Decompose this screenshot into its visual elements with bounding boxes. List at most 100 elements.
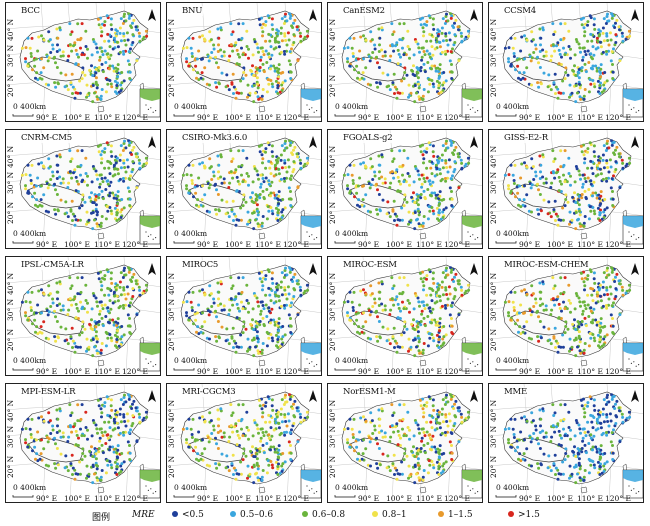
station-point bbox=[457, 186, 461, 190]
station-point bbox=[96, 144, 100, 148]
station-point bbox=[230, 414, 234, 417]
station-point bbox=[408, 310, 411, 314]
station-point bbox=[406, 410, 410, 414]
station-point bbox=[402, 22, 406, 26]
station-point bbox=[401, 36, 405, 40]
station-point bbox=[280, 398, 284, 402]
station-point bbox=[299, 39, 303, 43]
lat-label: 30° N bbox=[6, 298, 15, 321]
station-point bbox=[269, 333, 273, 336]
station-point bbox=[409, 218, 413, 222]
station-point bbox=[64, 327, 68, 331]
station-point bbox=[441, 420, 445, 424]
station-point bbox=[416, 423, 420, 427]
station-point bbox=[380, 429, 384, 433]
station-point bbox=[583, 342, 587, 345]
station-point bbox=[94, 169, 98, 173]
station-point bbox=[517, 76, 520, 80]
station-point bbox=[517, 184, 521, 188]
station-point bbox=[240, 427, 243, 431]
station-point bbox=[279, 26, 283, 30]
station-point bbox=[264, 277, 267, 281]
station-point bbox=[605, 52, 609, 56]
scale-bar bbox=[12, 241, 34, 244]
station-point bbox=[234, 350, 238, 354]
station-point bbox=[279, 158, 283, 162]
station-point bbox=[120, 71, 124, 74]
station-point bbox=[289, 70, 293, 74]
station-point bbox=[247, 183, 250, 187]
station-point bbox=[286, 31, 290, 35]
station-point bbox=[70, 30, 74, 34]
north-arrow-icon bbox=[309, 390, 317, 402]
station-point bbox=[594, 301, 598, 305]
scale-bar bbox=[495, 241, 517, 244]
station-point bbox=[447, 31, 451, 35]
lon-label: 110° E bbox=[94, 113, 120, 122]
station-point bbox=[425, 274, 429, 278]
station-point bbox=[115, 421, 119, 425]
station-point bbox=[234, 422, 238, 426]
station-point bbox=[289, 141, 293, 145]
island bbox=[97, 105, 105, 113]
station-point bbox=[130, 280, 134, 283]
station-point bbox=[109, 398, 113, 402]
island bbox=[580, 232, 588, 240]
station-point bbox=[410, 449, 414, 453]
station-point bbox=[87, 345, 91, 349]
station-point bbox=[112, 290, 116, 294]
station-point bbox=[26, 290, 30, 294]
station-point bbox=[216, 50, 220, 53]
station-point bbox=[283, 269, 287, 272]
station-point bbox=[216, 66, 220, 69]
station-point bbox=[54, 339, 58, 343]
station-point bbox=[460, 166, 464, 170]
station-point bbox=[389, 308, 393, 312]
station-point bbox=[601, 26, 605, 30]
station-point bbox=[584, 307, 588, 311]
station-point bbox=[277, 444, 281, 448]
station-point bbox=[70, 453, 74, 457]
station-point bbox=[76, 317, 80, 320]
station-point bbox=[595, 163, 599, 167]
station-point bbox=[288, 177, 292, 181]
station-point bbox=[428, 433, 432, 437]
station-point bbox=[608, 31, 612, 35]
scale-label: 0 400km bbox=[174, 229, 208, 238]
station-point bbox=[137, 285, 141, 289]
station-point bbox=[208, 437, 212, 441]
station-point bbox=[267, 286, 271, 290]
station-point bbox=[257, 478, 261, 482]
station-point bbox=[118, 285, 122, 289]
station-point bbox=[589, 55, 593, 59]
station-point bbox=[380, 175, 384, 179]
station-point bbox=[138, 293, 142, 297]
station-point bbox=[270, 398, 274, 402]
station-point bbox=[106, 209, 110, 213]
station-point bbox=[116, 194, 120, 198]
station-point bbox=[392, 157, 396, 161]
station-point bbox=[423, 324, 427, 328]
station-point bbox=[457, 313, 461, 317]
station-point bbox=[283, 415, 287, 419]
station-point bbox=[402, 307, 406, 311]
station-point bbox=[127, 16, 131, 20]
station-point bbox=[611, 395, 615, 399]
station-point bbox=[231, 30, 235, 34]
station-point bbox=[549, 342, 553, 346]
station-point bbox=[378, 163, 382, 167]
station-point bbox=[525, 165, 529, 169]
station-point bbox=[581, 312, 585, 316]
station-point bbox=[61, 177, 65, 181]
station-point bbox=[577, 76, 581, 80]
station-point bbox=[611, 141, 615, 145]
station-point bbox=[392, 284, 396, 288]
station-point bbox=[61, 54, 65, 58]
station-point bbox=[93, 218, 96, 222]
station-point bbox=[306, 161, 310, 165]
station-point bbox=[100, 62, 104, 66]
station-point bbox=[537, 85, 541, 89]
station-point bbox=[425, 303, 429, 307]
station-point bbox=[425, 404, 428, 408]
station-point bbox=[261, 189, 265, 193]
